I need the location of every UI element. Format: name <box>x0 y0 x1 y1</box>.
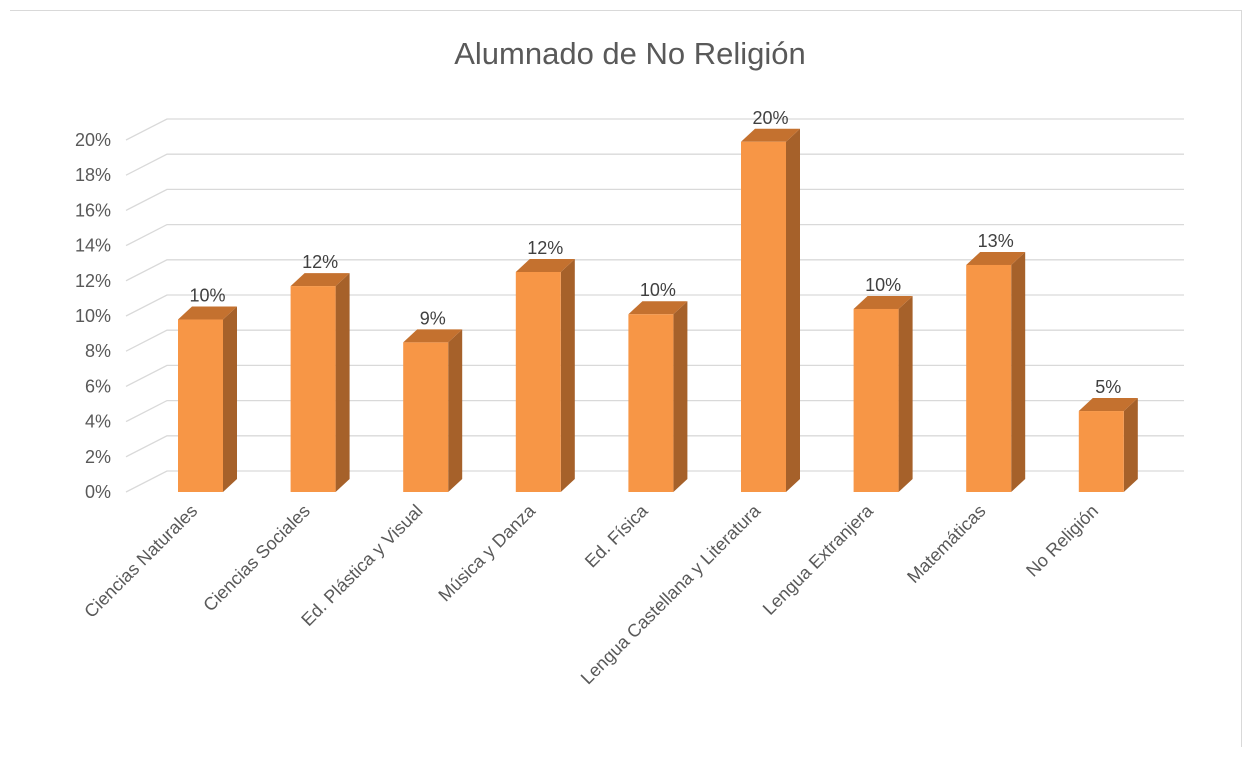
y-tick-label: 4% <box>85 412 111 432</box>
chart-title: Alumnado de No Religión <box>454 36 806 71</box>
x-tick-label: Ed. Plástica y Visual <box>297 501 426 630</box>
x-tick-label: Lengua Castellana y Literatura <box>577 500 765 688</box>
bar-front <box>628 314 674 492</box>
data-label: 12% <box>302 252 338 272</box>
bar-top <box>1078 398 1138 412</box>
bar-front <box>290 286 336 492</box>
data-label: 20% <box>752 108 788 128</box>
bar-front <box>178 319 223 492</box>
gridline <box>125 294 1184 317</box>
bar-top <box>403 329 463 343</box>
gridlines <box>125 118 1184 493</box>
bar-front <box>741 141 786 492</box>
gridline <box>125 153 1184 176</box>
bar-front <box>1078 411 1124 492</box>
gridline <box>125 470 1184 493</box>
gridline <box>125 118 1184 141</box>
bar-side <box>335 273 350 492</box>
bar-top <box>628 301 688 315</box>
bar-top <box>515 259 575 272</box>
gridline <box>125 188 1184 211</box>
bar-top <box>853 295 913 309</box>
bar-top <box>966 251 1026 265</box>
bar <box>741 128 800 492</box>
x-tick-label: Ciencias Naturales <box>80 501 201 622</box>
x-tick-label: Música y Danza <box>434 500 539 605</box>
bar-side <box>448 329 463 492</box>
bar-front <box>966 264 1012 492</box>
bar <box>515 259 575 492</box>
data-label: 10% <box>865 275 901 295</box>
bar-side <box>1123 398 1138 492</box>
data-label: 10% <box>189 286 225 306</box>
data-label: 9% <box>420 308 446 328</box>
gridline <box>125 329 1184 352</box>
bar-side <box>786 128 800 492</box>
data-label: 13% <box>978 231 1014 251</box>
y-tick-label: 20% <box>75 130 111 150</box>
gridline <box>125 259 1184 282</box>
gridline <box>125 435 1184 458</box>
y-tick-label: 16% <box>75 200 111 220</box>
bar-side <box>560 259 575 492</box>
bar <box>290 273 350 492</box>
y-tick-label: 18% <box>75 165 111 185</box>
x-tick-label: Lengua Extranjera <box>759 500 878 619</box>
y-tick-label: 0% <box>85 482 111 502</box>
bar <box>178 306 237 492</box>
data-label: 10% <box>640 280 676 300</box>
gridline <box>125 364 1184 387</box>
bar-side <box>898 295 913 492</box>
x-tick-label: Ciencias Sociales <box>199 501 314 616</box>
bar <box>853 295 913 492</box>
data-labels: 10% 12% 9% 12% 10% 20% 10% 13% 5% <box>189 108 1121 397</box>
bar <box>966 251 1026 492</box>
chart-frame <box>10 10 1242 747</box>
bar-side <box>223 306 237 492</box>
bars <box>178 128 1138 492</box>
bar-top <box>741 128 800 142</box>
x-tick-label: Matemáticas <box>903 501 989 587</box>
bar-front <box>853 308 899 492</box>
bar-side <box>1011 251 1026 492</box>
data-label: 5% <box>1095 377 1121 397</box>
bar-top <box>290 273 350 287</box>
x-tick-label: No Religión <box>1022 501 1102 581</box>
bar <box>403 329 463 492</box>
bar <box>1078 398 1138 492</box>
data-label: 12% <box>527 238 563 258</box>
y-axis-ticks: 0% 2% 4% 6% 8% 10% 12% 14% 16% 18% 20% <box>75 130 111 502</box>
y-tick-label: 8% <box>85 341 111 361</box>
y-tick-label: 6% <box>85 376 111 396</box>
gridline <box>125 399 1184 423</box>
gridline <box>125 223 1184 247</box>
bar-top <box>178 306 237 320</box>
y-tick-label: 12% <box>75 271 111 291</box>
y-tick-label: 2% <box>85 447 111 467</box>
bar <box>628 301 688 492</box>
x-tick-label: Ed. Física <box>581 500 652 571</box>
bar-front <box>515 272 561 492</box>
bar-side <box>673 301 688 492</box>
bar-front <box>403 342 449 492</box>
y-tick-label: 14% <box>75 236 111 256</box>
y-tick-label: 10% <box>75 306 111 326</box>
